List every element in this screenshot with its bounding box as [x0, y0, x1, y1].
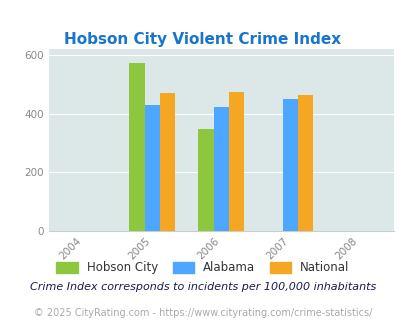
Text: Hobson City Violent Crime Index: Hobson City Violent Crime Index	[64, 32, 341, 47]
Bar	[160, 93, 175, 231]
Bar	[198, 129, 213, 231]
Bar	[129, 63, 144, 231]
Bar	[282, 99, 297, 231]
Text: © 2025 CityRating.com - https://www.cityrating.com/crime-statistics/: © 2025 CityRating.com - https://www.city…	[34, 309, 371, 318]
Text: Crime Index corresponds to incidents per 100,000 inhabitants: Crime Index corresponds to incidents per…	[30, 282, 375, 292]
Legend: Hobson City, Alabama, National: Hobson City, Alabama, National	[51, 257, 354, 279]
Bar	[228, 92, 243, 231]
Bar	[213, 107, 228, 231]
Bar	[297, 95, 312, 231]
Bar	[144, 105, 160, 231]
